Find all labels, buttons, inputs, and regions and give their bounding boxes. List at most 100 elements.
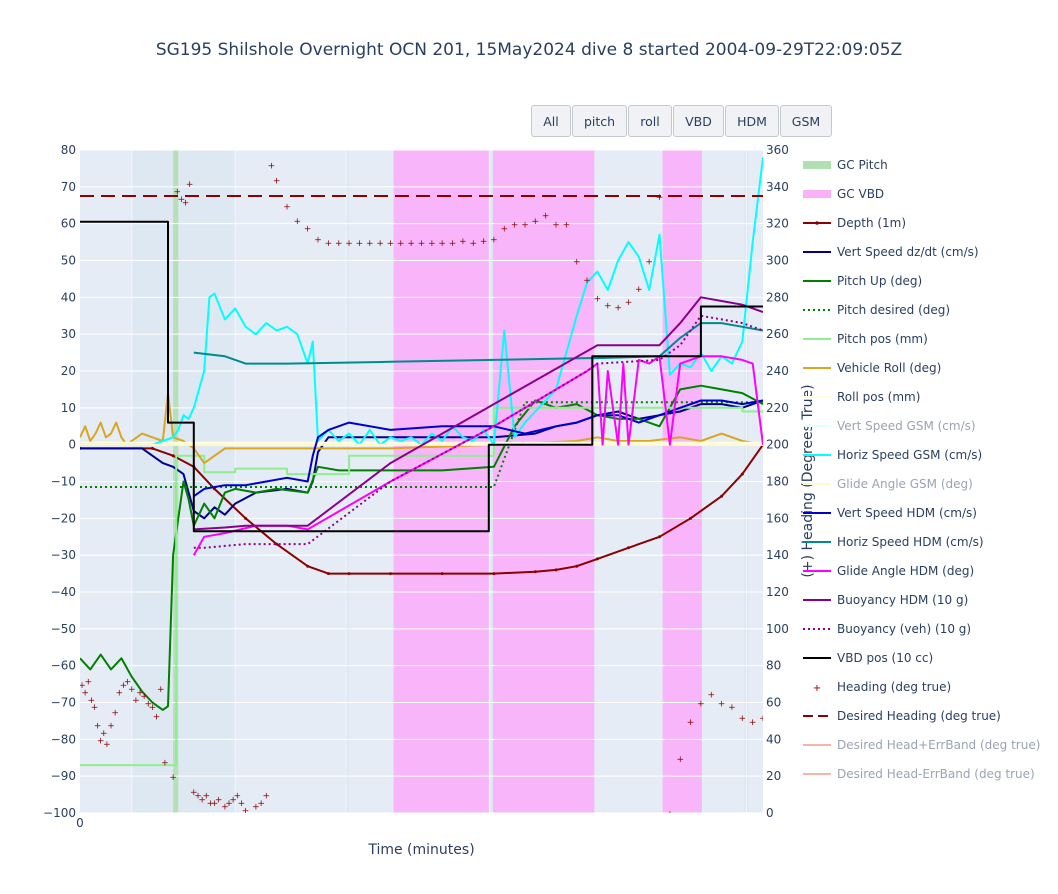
y2-tick-label: 300 [766,254,789,268]
heading-point: + [234,792,242,802]
legend-label: Horiz Speed HDM (cm/s) [837,535,984,549]
roll-button[interactable]: roll [628,105,672,137]
y-tick-label: 50 [61,254,76,268]
gsm-button[interactable]: GSM [780,105,832,137]
heading-point: + [103,740,111,750]
legend-label: Pitch pos (mm) [837,332,928,346]
legend-label: Vert Speed dz/dt (cm/s) [837,245,979,259]
heading-point: + [645,258,653,268]
y2-tick-label: 120 [766,585,789,599]
legend-item: Depth (1m) [803,216,906,230]
heading-point: + [397,239,405,249]
depth-point [626,546,630,550]
depth-point [492,572,496,576]
legend-item: Desired Head-ErrBand (deg true) [803,767,1035,781]
legend-label: Roll pos (mm) [837,390,920,404]
y2-tick-label: 340 [766,180,789,194]
heading-point: + [283,202,291,212]
heading-point: + [356,239,364,249]
depth-point [575,564,579,568]
depth-point [533,570,537,574]
heading-point: + [88,696,96,706]
heading-point: + [759,714,767,724]
vbd-button[interactable]: VBD [673,105,724,137]
y2-tick-label: 80 [766,659,781,673]
heading-point: + [366,239,374,249]
legend-label: Buoyancy HDM (10 g) [837,593,968,607]
heading-point: + [91,703,99,713]
legend-item: Desired Heading (deg true) [803,709,1001,723]
heading-point: + [211,799,219,809]
heading-point: + [325,239,333,249]
y2-tick-label: 100 [766,622,789,636]
heading-point: + [221,803,229,813]
depth-point [326,572,330,576]
heading-point: + [583,276,591,286]
heading-point: + [542,211,550,221]
hdm-button[interactable]: HDM [725,105,779,137]
heading-point: + [304,224,312,234]
legend-item: Horiz Speed HDM (cm/s) [803,535,984,549]
legend-item: Pitch Up (deg) [803,274,922,288]
heading-point: + [625,298,633,308]
heading-point: + [459,237,467,247]
y2-tick-label: 20 [766,769,781,783]
heading-point: + [140,692,148,702]
legend-marker [815,221,819,225]
y-tick-label: −70 [51,696,76,710]
depth-point [171,454,175,458]
heading-point: + [614,304,622,314]
depth-point [347,572,351,576]
depth-point [275,542,279,546]
y-tick-label: 70 [61,180,76,194]
heading-point: + [242,806,250,816]
pitch-desired-deg-line [80,401,763,488]
heading-point: + [124,677,132,687]
heading-point: + [198,795,206,805]
pitch-button[interactable]: pitch [572,105,627,137]
legend-label: Glide Angle HDM (deg) [837,564,974,578]
heading-point: + [273,176,281,186]
heading-point: + [428,239,436,249]
all-button[interactable]: All [531,105,571,137]
heading-point: + [128,685,136,695]
heading-point: + [594,294,602,304]
heading-point: + [707,690,715,700]
heading-point: + [376,239,384,249]
legend-item: Buoyancy (veh) (10 g) [803,622,971,636]
y-tick-label: −100 [43,806,76,820]
y2-tick-label: 0 [766,806,774,820]
legend-item: VBD pos (10 cc) [803,651,933,665]
legend-label: Pitch Up (deg) [837,274,922,288]
legend-item: Horiz Speed GSM (cm/s) [803,448,982,462]
legend-label: Vert Speed HDM (cm/s) [837,506,977,520]
y-tick-label: 20 [61,364,76,378]
legend-item: Buoyancy HDM (10 g) [803,593,968,607]
heading-point: + [116,688,124,698]
y-tick-label: −50 [51,622,76,636]
heading-point: + [480,237,488,247]
legend-label: Vehicle Roll (deg) [837,361,941,375]
heading-point: + [449,239,457,249]
heading-point: + [120,681,128,691]
buoyancy-hdm-10-g-line [193,296,763,531]
legend-item: Vert Speed HDM (cm/s) [803,506,977,520]
heading-point: + [225,799,233,809]
heading-point: + [687,718,695,728]
heading-point: + [294,217,302,227]
legend-label: Depth (1m) [837,216,906,230]
heading-point: + [153,712,161,722]
x-tick-label: 0 [76,816,84,830]
legend-label: Horiz Speed GSM (cm/s) [837,448,982,462]
legend-label: Heading (deg true) [837,680,951,694]
heading-point: + [314,235,322,245]
y2-tick-label: 360 [766,143,789,157]
heading-point: + [697,700,705,710]
heading-point: + [107,722,115,732]
y2-tick-label: 140 [766,548,789,562]
legend-label: Desired Head-ErrBand (deg true) [837,767,1035,781]
depth-point [740,472,744,476]
y-tick-label: 60 [61,217,76,231]
legend-item: Glide Angle GSM (deg) [803,477,973,491]
